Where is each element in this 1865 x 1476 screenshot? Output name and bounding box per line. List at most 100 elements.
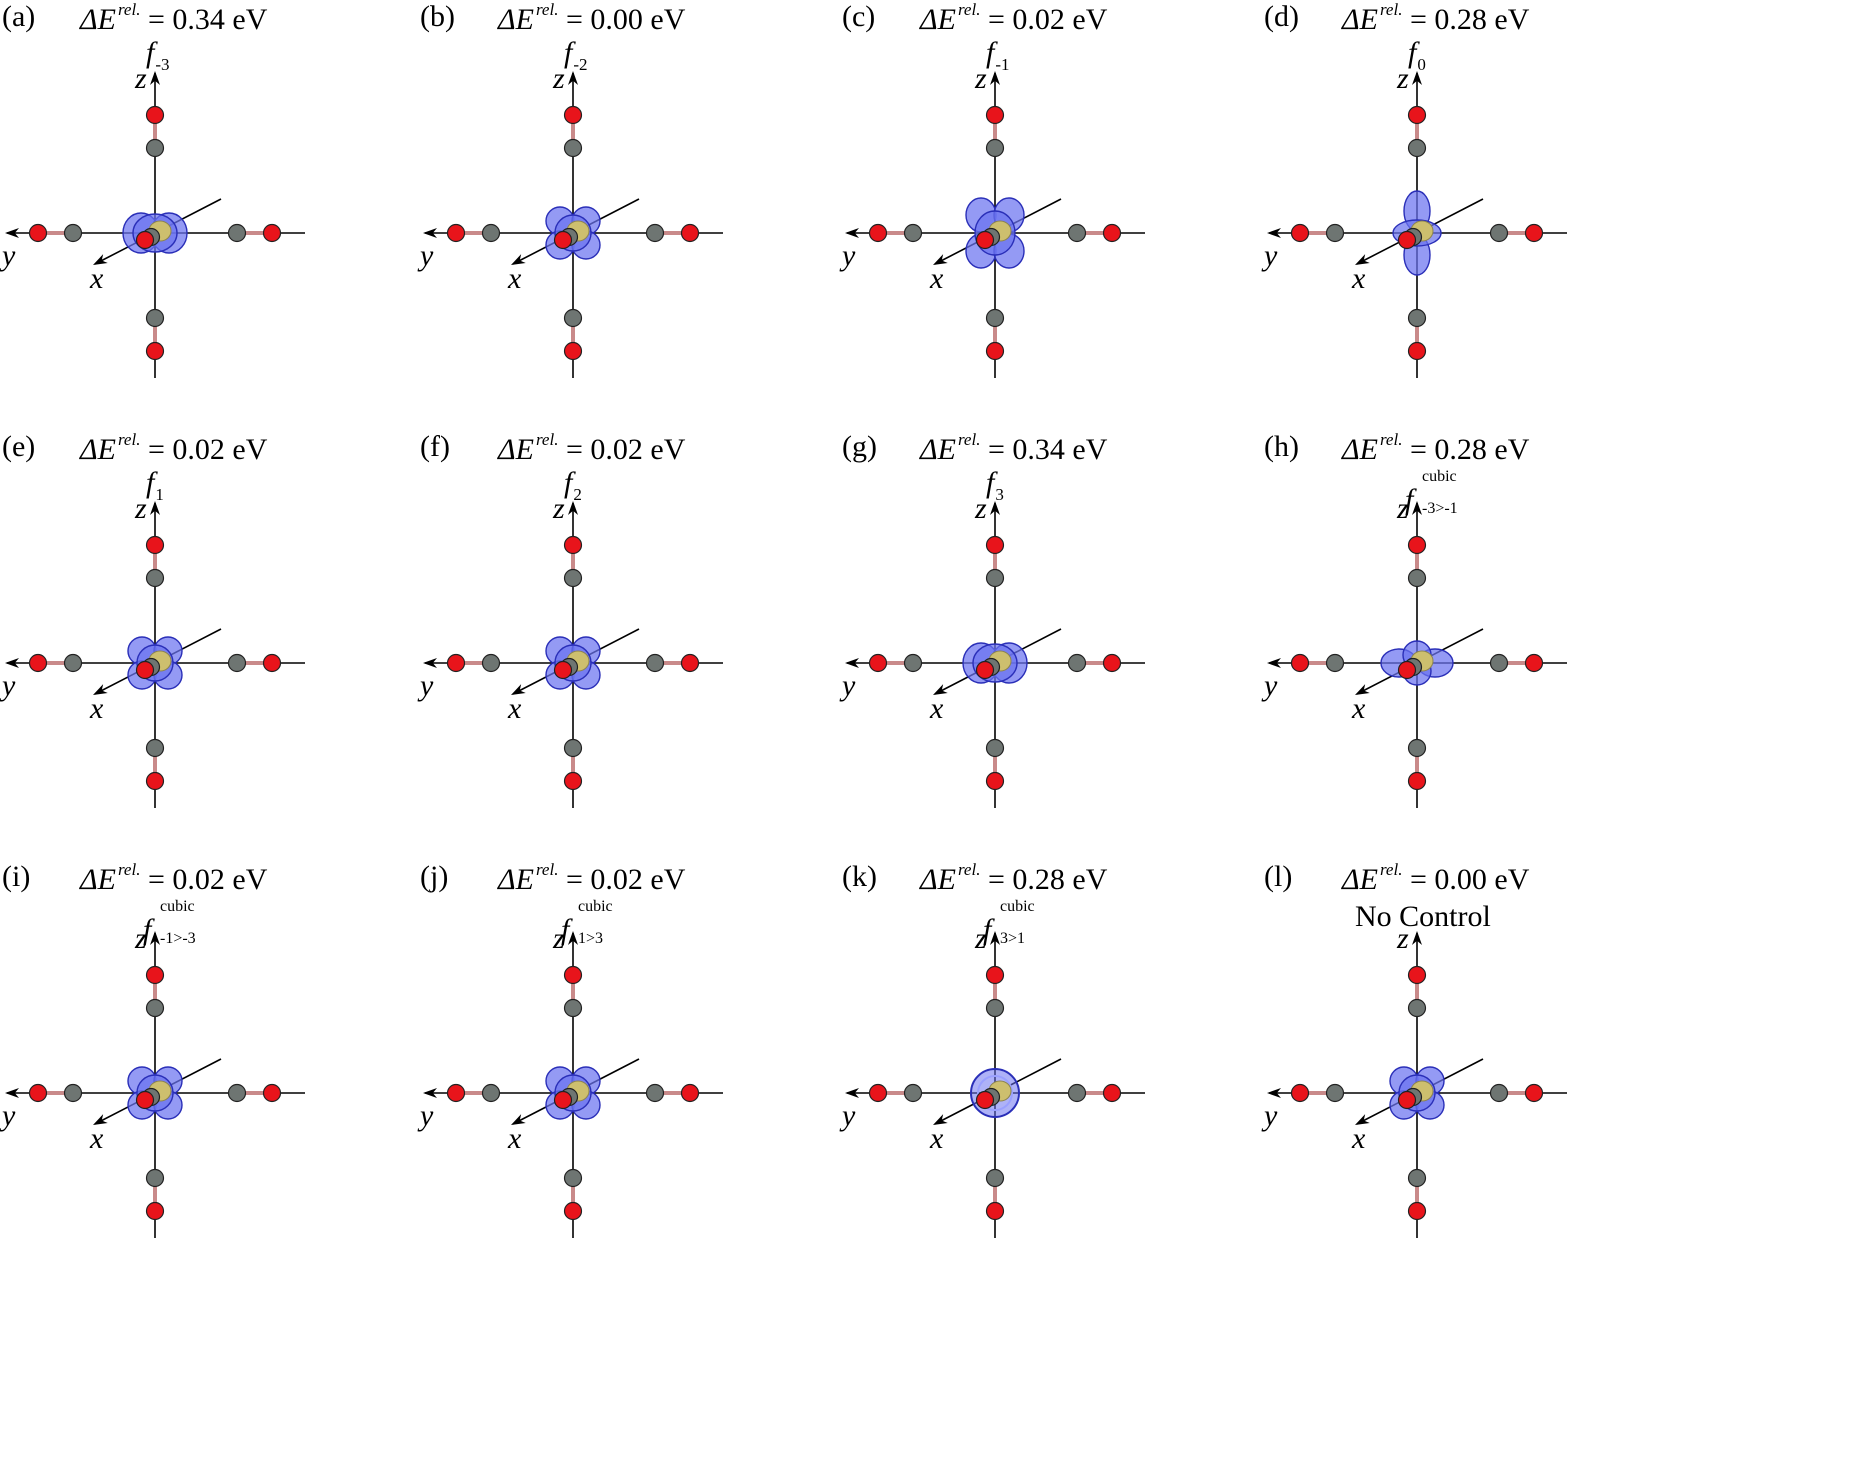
oxygen-atom <box>262 223 282 243</box>
energy-label: ΔE rel. = 0.00 eV <box>1342 860 1529 897</box>
oxygen-atom <box>1397 1090 1417 1110</box>
x-axis-arrow <box>1355 254 1370 265</box>
z-axis-arrow <box>150 931 160 945</box>
y-axis-arrow <box>423 228 437 238</box>
z-axis-arrow <box>150 501 160 515</box>
carbon-atom <box>903 1083 923 1103</box>
rel-superscript: rel. <box>957 860 981 879</box>
carbon-atom <box>1489 653 1509 673</box>
z-axis-label: z <box>552 922 565 955</box>
rel-superscript: rel. <box>535 430 559 449</box>
oxygen-atom <box>1290 653 1310 673</box>
oxygen-atom <box>553 1090 573 1110</box>
oxygen-atom <box>563 105 583 125</box>
carbon-atom <box>227 223 247 243</box>
orbital-label: f3 <box>986 466 1004 504</box>
delta-e-symbol: ΔE <box>1342 433 1378 466</box>
rel-superscript: rel. <box>1379 0 1403 19</box>
oxygen-atom <box>975 660 995 680</box>
x-axis-arrow <box>511 254 526 265</box>
oxygen-atom <box>1397 660 1417 680</box>
energy-value: = 0.00 eV <box>1409 863 1530 896</box>
x-axis-label: x <box>89 1122 104 1155</box>
carbon-atom <box>1325 1083 1345 1103</box>
molecule-diagram: z y x <box>1261 922 1567 1238</box>
carbon-atom <box>227 653 247 673</box>
oxygen-atom <box>1524 223 1544 243</box>
molecule-diagram: z y x <box>417 62 723 378</box>
z-axis-label: z <box>134 922 147 955</box>
carbon-atom <box>1325 653 1345 673</box>
molecule-diagram: z y x <box>839 492 1145 808</box>
orbital-symbol: f <box>146 36 155 69</box>
carbon-atom <box>481 223 501 243</box>
orbital-subscript: 1>3 <box>578 930 604 947</box>
orbital-symbol: f <box>564 36 573 69</box>
oxygen-atom <box>28 223 48 243</box>
oxygen-atom <box>985 1201 1005 1221</box>
carbon-atom <box>481 1083 501 1103</box>
orbital-subscript: -2 <box>573 55 588 74</box>
y-axis-label: y <box>0 669 16 702</box>
orbital-symbol: f <box>564 466 573 499</box>
energy-label: ΔE rel. = 0.02 eV <box>498 430 685 467</box>
carbon-atom <box>1489 223 1509 243</box>
delta-e-symbol: ΔE <box>80 433 116 466</box>
panel-j: (j) ΔE rel. = 0.02 eV f cubic 1>3 z y x <box>417 860 918 1360</box>
carbon-atom <box>563 568 583 588</box>
oxygen-atom <box>1407 341 1427 361</box>
carbon-atom <box>1067 1083 1087 1103</box>
oxygen-atom <box>553 230 573 250</box>
delta-e-symbol: ΔE <box>1342 863 1378 896</box>
panel-label: (l) <box>1264 860 1293 893</box>
panel-label: (c) <box>842 0 876 33</box>
oxygen-atom <box>135 660 155 680</box>
carbon-atom <box>145 1168 165 1188</box>
y-axis-label: y <box>839 239 856 272</box>
y-axis-arrow <box>1267 228 1281 238</box>
orbital-symbol: f <box>143 913 152 946</box>
carbon-atom <box>903 223 923 243</box>
oxygen-atom <box>446 1083 466 1103</box>
carbon-atom <box>903 653 923 673</box>
x-axis-arrow <box>511 1114 526 1125</box>
carbon-atom <box>1407 998 1427 1018</box>
delta-e-symbol: ΔE <box>920 433 956 466</box>
z-axis-arrow <box>990 931 1000 945</box>
panel-label: (k) <box>842 860 877 893</box>
z-axis-arrow <box>1412 71 1422 85</box>
oxygen-atom <box>975 1090 995 1110</box>
z-axis-label: z <box>134 62 147 95</box>
orbital-subscript: 2 <box>573 485 582 504</box>
orbital-subscript: -3>-1 <box>1422 500 1458 517</box>
energy-label: ΔE rel. = 0.00 eV <box>498 0 685 37</box>
carbon-atom <box>985 738 1005 758</box>
y-axis-label: y <box>417 1099 434 1132</box>
orbital-label: f cubic 3>1 <box>983 899 1035 947</box>
orbital-symbol: f <box>986 466 995 499</box>
oxygen-atom <box>985 535 1005 555</box>
carbon-atom <box>145 998 165 1018</box>
oxygen-atom <box>985 341 1005 361</box>
z-axis-label: z <box>974 922 987 955</box>
x-axis-label: x <box>1351 1122 1366 1155</box>
panel-label: (b) <box>420 0 455 33</box>
orbital-label: f2 <box>564 466 582 504</box>
carbon-atom <box>1325 223 1345 243</box>
energy-value: = 0.34 eV <box>147 3 268 36</box>
delta-e-symbol: ΔE <box>80 3 116 36</box>
orbital-superscript: cubic <box>1422 468 1457 485</box>
orbital-symbol: f <box>986 36 995 69</box>
x-axis-arrow <box>1355 1114 1370 1125</box>
oxygen-atom <box>262 653 282 673</box>
orbital-superscript: cubic <box>1000 898 1035 915</box>
orbital-label: f cubic -3>-1 <box>1405 469 1458 517</box>
oxygen-atom <box>1407 965 1427 985</box>
orbital-subscript: -1>-3 <box>160 930 196 947</box>
rel-superscript: rel. <box>535 860 559 879</box>
oxygen-atom <box>262 1083 282 1103</box>
panel-i: (i) ΔE rel. = 0.02 eV f cubic -1>-3 z y x <box>0 860 500 1360</box>
orbital-label: f cubic -1>-3 <box>143 899 196 947</box>
z-axis-arrow <box>568 931 578 945</box>
orbital-symbol: f <box>983 913 992 946</box>
